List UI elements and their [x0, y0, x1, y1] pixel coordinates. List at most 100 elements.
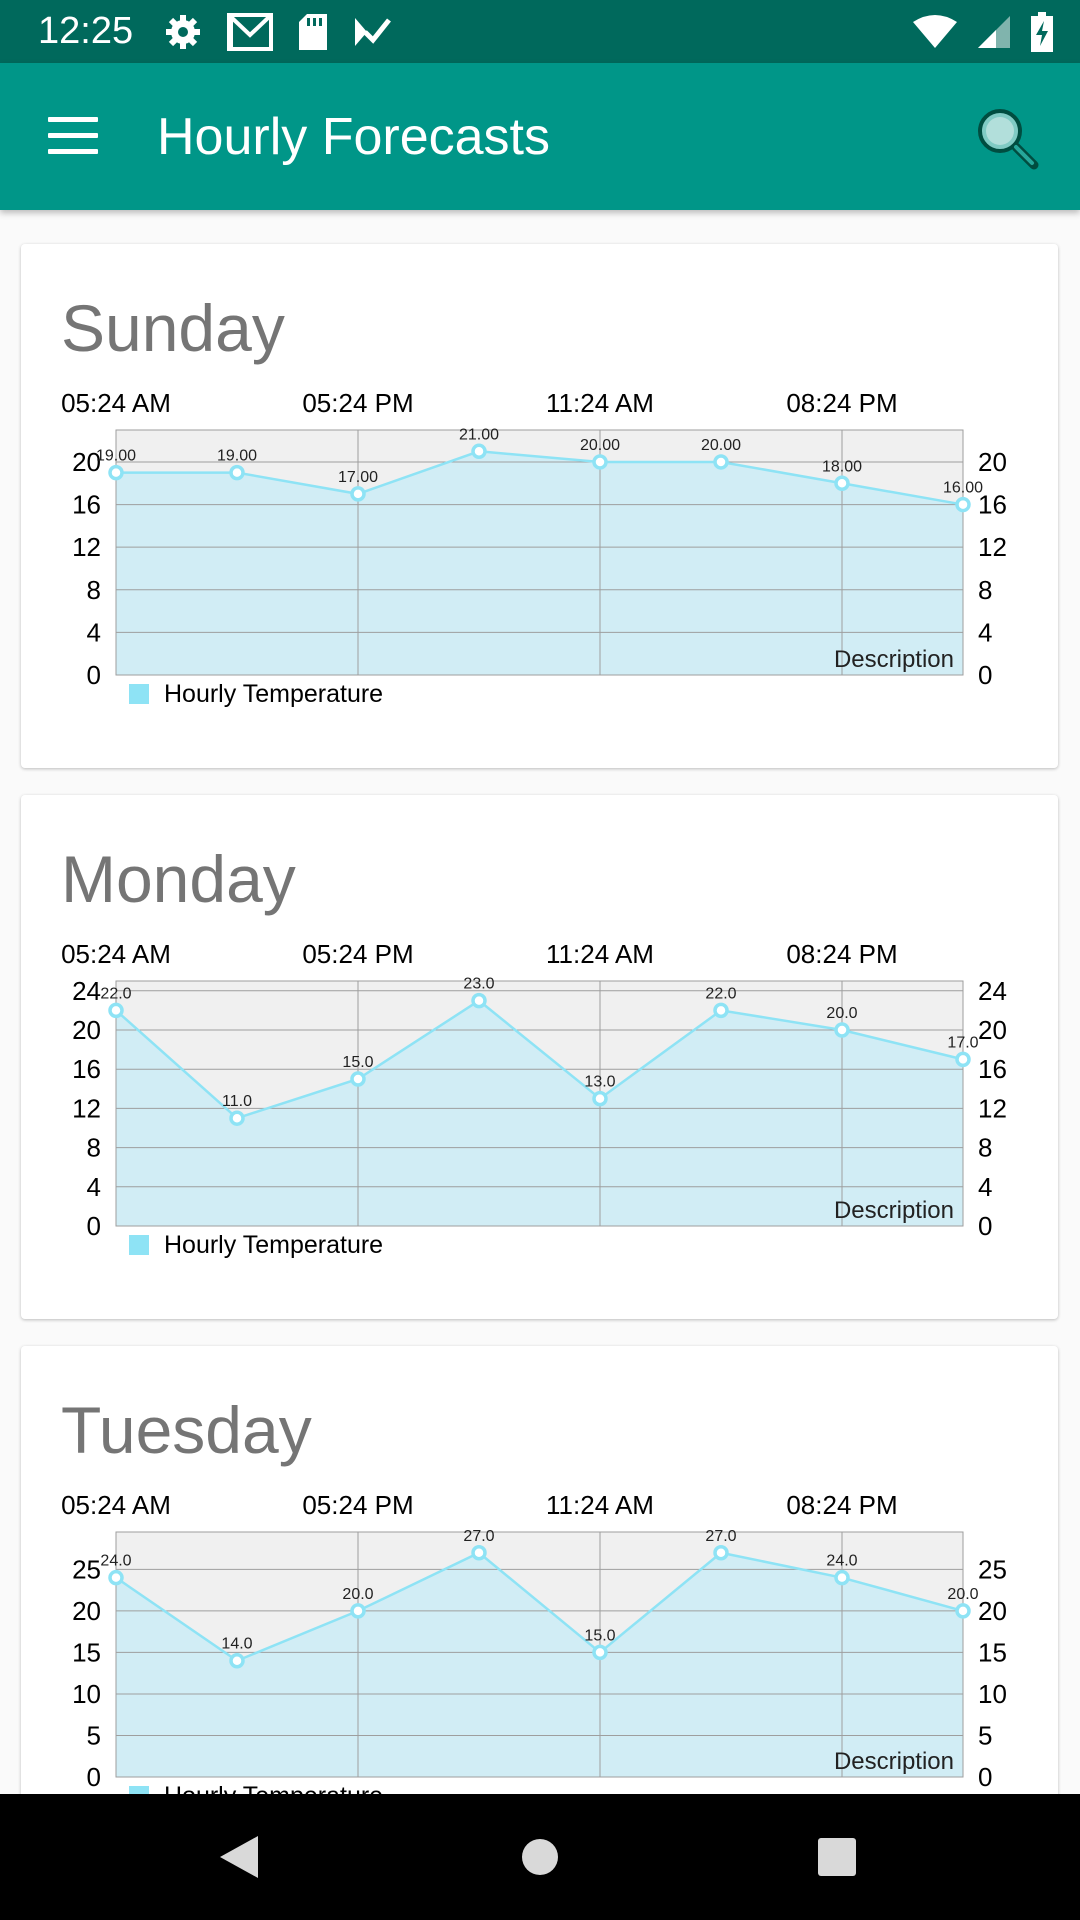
x-tick-label: 05:24 AM	[61, 1490, 171, 1520]
data-point[interactable]	[108, 1569, 124, 1586]
data-point[interactable]	[229, 464, 245, 481]
legend-label: Hourly Temperature	[164, 1782, 383, 1794]
x-tick-label: 08:24 PM	[786, 388, 897, 418]
data-label: 24.0	[826, 1553, 857, 1570]
y-tick-label-right: 16	[978, 490, 1007, 520]
y-tick-label-left: 0	[87, 1211, 101, 1241]
legend-swatch	[129, 1786, 149, 1794]
forecast-card[interactable]: Tuesday 0 0 5 5 10 10 15 15 20 20 25 25 05:24 AM 05:2…	[21, 1346, 1058, 1794]
chart-description: Description	[834, 646, 954, 673]
series-area	[116, 451, 963, 675]
data-point[interactable]	[471, 992, 487, 1009]
data-label: 18.00	[822, 458, 862, 475]
recents-icon[interactable]	[816, 1836, 858, 1878]
data-point[interactable]	[350, 486, 366, 502]
data-point[interactable]	[955, 1603, 971, 1619]
status-bar: 12:25	[0, 0, 1080, 63]
data-point[interactable]	[713, 454, 729, 470]
y-tick-label-right: 15	[978, 1637, 1007, 1667]
data-label: 22.0	[705, 985, 736, 1002]
y-tick-label-right: 10	[978, 1679, 1007, 1709]
y-tick-label-right: 8	[978, 1133, 992, 1163]
data-point[interactable]	[229, 1110, 245, 1126]
x-tick-label: 05:24 AM	[61, 388, 171, 418]
data-label: 20.0	[826, 1005, 857, 1022]
legend-swatch	[129, 1235, 149, 1255]
x-tick-label: 08:24 PM	[786, 939, 897, 969]
series-line	[115, 1551, 964, 1663]
forecast-card[interactable]: Monday 0 0 4 4 8 8 12 12 16 16 20 20 24 24 05:24 AM 05:…	[21, 795, 1058, 1319]
y-tick-label-left: 0	[87, 1762, 101, 1792]
data-point[interactable]	[592, 454, 608, 470]
data-point[interactable]	[713, 1002, 729, 1019]
y-tick-label-left: 15	[72, 1637, 101, 1667]
task-check-icon	[355, 17, 392, 46]
data-point[interactable]	[955, 496, 971, 513]
y-tick-label-right: 4	[978, 1172, 992, 1202]
plot-border	[115, 1531, 964, 1778]
data-point[interactable]	[834, 1022, 850, 1038]
data-point[interactable]	[108, 464, 124, 481]
data-point[interactable]	[834, 1569, 850, 1586]
hourly-temperature-chart[interactable]: 0 0 4 4 8 8 12 12 16 16 20 20 24 24 05:24 AM 05:24 PM 11…	[21, 795, 1058, 1319]
status-notification-icons	[163, 12, 392, 52]
data-label: 20.0	[342, 1586, 373, 1603]
data-label: 16.00	[943, 480, 983, 497]
data-point[interactable]	[471, 443, 487, 460]
y-tick-label-left: 8	[87, 1133, 101, 1163]
x-tick-label: 05:24 AM	[61, 939, 171, 969]
data-label: 14.0	[221, 1636, 252, 1653]
y-tick-label-right: 20	[978, 1015, 1007, 1045]
y-tick-label-left: 4	[87, 1172, 101, 1202]
y-tick-label-right: 0	[978, 1211, 992, 1241]
y-tick-label-left: 25	[72, 1554, 101, 1584]
data-label: 20.0	[947, 1586, 978, 1603]
search-icon[interactable]	[972, 103, 1042, 173]
x-tick-label: 05:24 PM	[302, 388, 413, 418]
chart-description: Description	[834, 1748, 954, 1775]
data-point[interactable]	[471, 1545, 487, 1561]
data-point[interactable]	[834, 475, 850, 492]
day-title: Sunday	[61, 291, 285, 365]
data-point[interactable]	[592, 1644, 608, 1661]
forecast-list[interactable]: Sunday 0 0 4 4 8 8 12 12 16 16 20 20 05:24 AM 05:24 P…	[0, 210, 1080, 1794]
y-tick-label-right: 0	[978, 660, 992, 690]
forecast-card[interactable]: Sunday 0 0 4 4 8 8 12 12 16 16 20 20 05:24 AM 05:24 P…	[21, 244, 1058, 768]
data-point[interactable]	[713, 1545, 729, 1561]
hourly-temperature-chart[interactable]: 0 0 5 5 10 10 15 15 20 20 25 25 05:24 AM 05:24 PM 11:2…	[21, 1346, 1058, 1794]
data-label: 19.00	[217, 448, 257, 465]
series-line	[116, 450, 964, 506]
legend-swatch	[129, 684, 149, 704]
x-tick-label: 11:24 AM	[546, 388, 654, 418]
x-tick-label: 05:24 PM	[302, 1490, 413, 1520]
y-tick-label-left: 20	[72, 1015, 101, 1045]
chart-description: Description	[834, 1197, 954, 1224]
hourly-temperature-chart[interactable]: 0 0 4 4 8 8 12 12 16 16 20 20 05:24 AM 05:24 PM 11:24 …	[21, 244, 1058, 768]
series-line	[115, 999, 964, 1120]
gear-icon	[166, 14, 201, 49]
hamburger-menu-icon[interactable]	[48, 117, 98, 157]
data-point[interactable]	[350, 1071, 366, 1087]
data-label: 19.00	[96, 448, 136, 465]
plot-border	[115, 429, 964, 676]
back-icon[interactable]	[214, 1832, 264, 1882]
data-label: 20.00	[701, 437, 741, 454]
y-tick-label-left: 16	[72, 490, 101, 520]
y-tick-label-right: 0	[978, 1762, 992, 1792]
series-area	[116, 1000, 963, 1226]
data-point[interactable]	[350, 1603, 366, 1619]
day-title: Monday	[61, 842, 296, 916]
data-point[interactable]	[955, 1051, 971, 1068]
data-point[interactable]	[108, 1002, 124, 1019]
x-tick-label: 11:24 AM	[546, 939, 654, 969]
data-point[interactable]	[592, 1090, 608, 1107]
y-tick-label-left: 5	[87, 1720, 101, 1750]
navigation-bar	[0, 1794, 1080, 1920]
data-label: 20.00	[580, 437, 620, 454]
home-icon[interactable]	[519, 1836, 561, 1878]
sd-card-icon	[299, 13, 328, 50]
plot-border	[115, 980, 964, 1227]
x-tick-label: 08:24 PM	[786, 1490, 897, 1520]
data-point[interactable]	[229, 1652, 245, 1669]
y-tick-label-left: 12	[72, 1093, 101, 1123]
